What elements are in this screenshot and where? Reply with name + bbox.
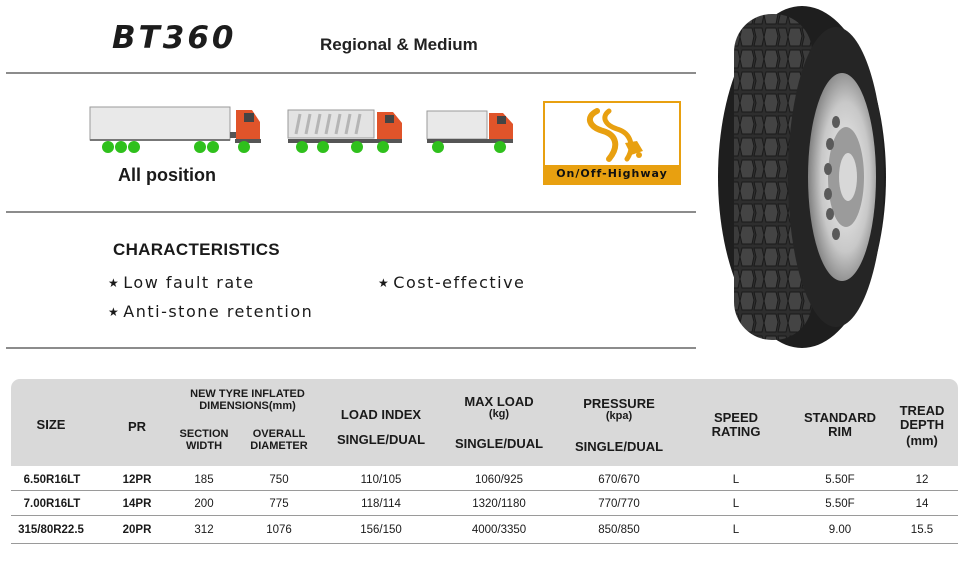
box-truck-icon <box>426 110 513 153</box>
cell-load-index: 156/150 <box>360 524 402 536</box>
cell-pressure: 770/770 <box>598 498 640 510</box>
feature-item: ★ Cost-effective <box>378 273 526 292</box>
cell-speed-rating: L <box>732 498 740 510</box>
semi-trailer-truck-icon <box>89 106 261 153</box>
cell-size: 315/80R22.5 <box>18 524 84 536</box>
cell-standard-rim: 5.50F <box>825 498 855 510</box>
cell-standard-rim: 5.50F <box>825 474 855 486</box>
cell-tread-depth: 14 <box>915 498 929 510</box>
column-header-speed-rating: SPEED RATING <box>711 410 761 439</box>
feature-item: ★ Low fault rate <box>108 273 255 292</box>
cell-pressure: 670/670 <box>598 474 640 486</box>
cell-load-index: 110/105 <box>360 474 402 486</box>
column-header-pressure: PRESSURE <box>583 396 655 411</box>
spec-table-header <box>11 379 958 466</box>
column-header-pr: PR <box>127 419 147 434</box>
tire-image <box>718 6 886 348</box>
column-subheader-max-load: SINGLE/DUAL <box>454 436 544 451</box>
cell-max-load: 1320/1180 <box>472 498 526 510</box>
column-header-overall-diameter: OVERALL DIAMETER <box>250 428 308 452</box>
column-header-tread-depth: TREAD DEPTH <box>899 403 945 432</box>
cell-max-load: 4000/3350 <box>471 524 527 536</box>
cell-pr: 20PR <box>122 524 152 536</box>
feature-item: ★ Anti-stone retention <box>108 302 314 321</box>
cell-tread-depth: 15.5 <box>910 524 934 536</box>
cell-pressure: 850/850 <box>598 524 640 536</box>
column-header-size: SIZE <box>36 417 66 432</box>
cell-load-index: 118/114 <box>361 498 401 510</box>
row-divider <box>11 543 958 544</box>
column-subheader-pressure: SINGLE/DUAL <box>574 439 664 454</box>
product-category: Regional & Medium <box>320 35 478 54</box>
cell-speed-rating: L <box>732 524 740 536</box>
cell-overall-diameter: 775 <box>269 498 289 510</box>
column-unit-max-load: (kg) <box>488 408 510 420</box>
column-subheader-load-index: SINGLE/DUAL <box>336 432 426 447</box>
row-divider <box>11 515 958 516</box>
cell-pr: 12PR <box>122 474 152 486</box>
star-icon: ★ <box>108 276 121 290</box>
cell-section-width: 312 <box>194 524 214 536</box>
characteristics-title: CHARACTERISTICS <box>113 240 280 259</box>
column-unit-tread-depth: (mm) <box>906 433 938 448</box>
cell-overall-diameter: 750 <box>269 474 289 486</box>
star-icon: ★ <box>378 276 391 290</box>
cell-size: 6.50R16LT <box>23 474 81 486</box>
column-unit-pressure: (kpa) <box>605 410 633 422</box>
cell-max-load: 1060/925 <box>475 474 523 486</box>
winding-road-icon <box>586 108 643 162</box>
cell-speed-rating: L <box>732 474 740 486</box>
row-divider <box>11 490 958 491</box>
cell-pr: 14PR <box>122 498 152 510</box>
column-header-standard-rim: STANDARD RIM <box>804 410 876 439</box>
star-icon: ★ <box>108 305 121 319</box>
cell-standard-rim: 9.00 <box>828 524 852 536</box>
column-header-dimensions: NEW TYRE INFLATED DIMENSIONS(mm) <box>190 388 305 412</box>
model-name: BT360 <box>112 20 237 56</box>
column-header-max-load: MAX LOAD <box>464 394 534 409</box>
dump-truck-icon <box>287 109 402 153</box>
all-position-label: All position <box>118 165 216 185</box>
divider <box>6 72 696 74</box>
column-header-load-index: LOAD INDEX <box>340 407 422 422</box>
cell-section-width: 185 <box>194 474 214 486</box>
divider <box>6 211 696 213</box>
road-type-badge: On/Off-Highway <box>543 101 681 185</box>
column-header-section-width: SECTION WIDTH <box>179 428 229 452</box>
cell-overall-diameter: 1076 <box>266 524 292 536</box>
divider <box>6 347 696 349</box>
cell-size: 7.00R16LT <box>23 498 81 510</box>
cell-tread-depth: 12 <box>915 474 929 486</box>
cell-section-width: 200 <box>194 498 214 510</box>
road-type-label: On/Off-Highway <box>545 165 679 183</box>
